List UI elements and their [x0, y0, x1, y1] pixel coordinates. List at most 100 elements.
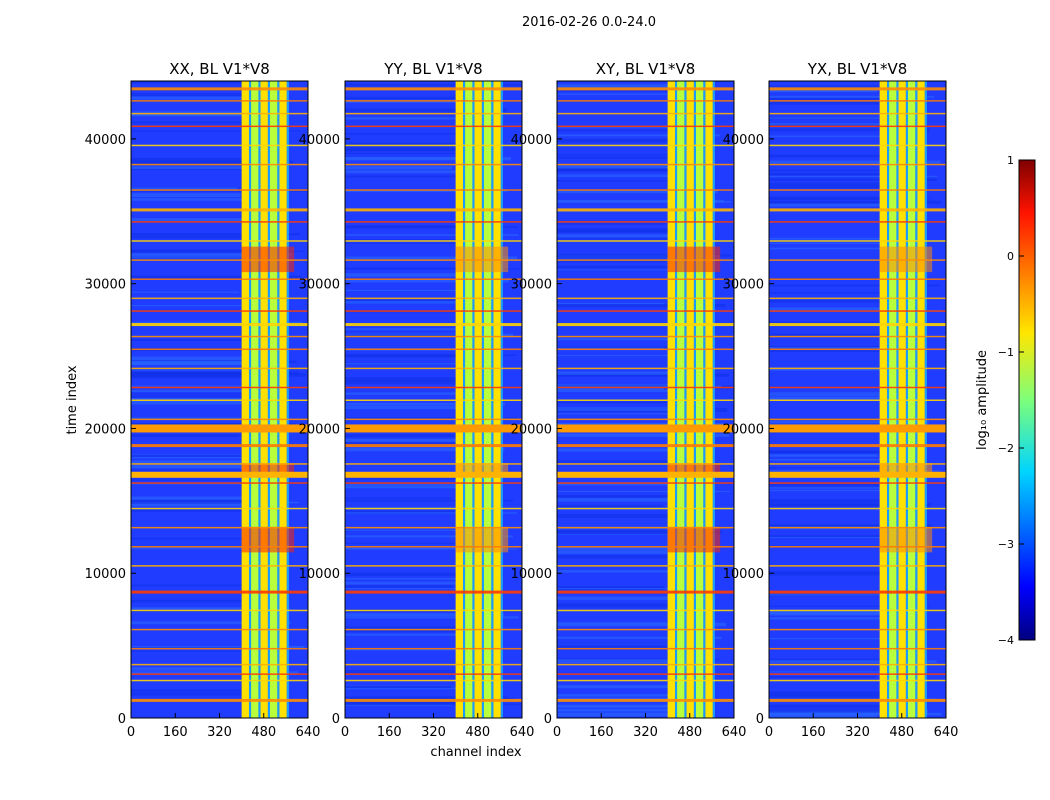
noise-streak — [557, 265, 708, 269]
noise-streak — [557, 705, 696, 708]
y-axis-label: time index — [65, 365, 80, 434]
rfi-line — [557, 240, 734, 242]
noise-streak — [557, 433, 730, 437]
noise-streak — [557, 659, 678, 664]
noise-streak — [345, 273, 479, 277]
noise-streak — [769, 467, 922, 469]
noise-streak — [131, 193, 241, 198]
noise-streak — [131, 509, 249, 512]
noise-streak — [131, 599, 281, 603]
noise-streak — [131, 469, 265, 471]
noise-streak — [557, 189, 718, 194]
rfi-line — [557, 297, 734, 300]
rfi-line — [557, 590, 734, 594]
rfi-line — [557, 87, 734, 91]
noise-streak — [345, 613, 505, 617]
y-tick-label: 0 — [756, 712, 764, 727]
rfi-line — [557, 399, 734, 401]
noise-streak — [345, 434, 488, 438]
y-tick-label: 30000 — [299, 278, 340, 293]
noise-streak — [345, 225, 519, 228]
noise-streak — [557, 199, 724, 203]
rfi-line — [769, 418, 946, 421]
noise-streak — [131, 250, 305, 252]
noise-streak — [769, 605, 931, 607]
noise-streak — [131, 537, 283, 540]
rfi-line — [345, 125, 522, 128]
y-tick-label: 40000 — [299, 133, 340, 148]
noise-streak — [345, 279, 510, 283]
rfi-line — [557, 100, 734, 102]
rfi-line — [345, 297, 522, 300]
noise-streak — [769, 172, 891, 176]
rfi-line — [345, 507, 522, 510]
noise-streak — [345, 577, 501, 580]
rfi-band — [131, 424, 308, 433]
rfi-line — [131, 609, 308, 612]
y-tick-label: 30000 — [85, 278, 126, 293]
noise-streak — [769, 184, 888, 189]
noise-streak — [557, 422, 723, 425]
x-tick-label: 160 — [801, 725, 826, 740]
noise-streak — [345, 510, 473, 514]
noise-streak — [131, 621, 291, 625]
noise-streak — [345, 402, 505, 406]
noise-streak — [131, 275, 302, 279]
noise-streak — [345, 117, 470, 120]
rfi-line — [131, 112, 308, 115]
noise-streak — [345, 497, 452, 499]
noise-streak — [769, 486, 895, 489]
noise-streak — [345, 133, 462, 135]
noise-streak — [769, 489, 883, 492]
y-tick-label: 40000 — [511, 133, 552, 148]
noise-streak — [557, 685, 687, 689]
noise-streak — [769, 307, 913, 310]
noise-streak — [131, 689, 261, 692]
noise-streak — [345, 670, 480, 674]
rfi-band — [769, 471, 946, 478]
y-tick-label: 40000 — [85, 133, 126, 148]
noise-streak — [557, 407, 682, 411]
rfi-line — [557, 348, 734, 351]
noise-streak — [345, 697, 515, 700]
noise-streak — [345, 363, 491, 365]
noise-streak — [345, 588, 501, 590]
rfi-line — [131, 590, 308, 594]
rfi-line — [769, 240, 946, 242]
noise-streak — [557, 587, 716, 590]
rfi-line — [131, 698, 308, 702]
noise-streak — [345, 152, 475, 155]
noise-streak — [557, 254, 676, 259]
rfi-line — [131, 628, 308, 631]
noise-streak — [557, 338, 702, 341]
rfi-line — [131, 673, 308, 675]
noise-streak — [131, 693, 281, 696]
noise-streak — [131, 218, 266, 222]
rfi-line — [769, 526, 946, 529]
noise-streak — [345, 354, 517, 357]
noise-streak — [769, 610, 887, 614]
rfi-line — [557, 367, 734, 370]
noise-streak — [557, 388, 664, 390]
rfi-line — [345, 609, 522, 612]
noise-streak — [345, 581, 471, 585]
rfi-line — [345, 310, 522, 312]
x-tick-label: 480 — [677, 725, 702, 740]
noise-streak — [345, 548, 518, 550]
noise-streak — [769, 292, 889, 294]
noise-streak — [345, 108, 507, 113]
noise-streak — [345, 626, 487, 630]
noise-streak — [769, 499, 912, 503]
figure-suptitle: 2016-02-26 0.0-24.0 — [522, 15, 656, 30]
noise-streak — [345, 142, 467, 146]
heatmap-panel: XY, BL V1*V8 0 160 320 480 640 0 10000 20000 3000… — [511, 60, 747, 740]
noise-streak — [131, 650, 278, 652]
rfi-line — [131, 221, 308, 223]
x-tick-label: 480 — [465, 725, 490, 740]
noise-streak — [345, 703, 521, 706]
noise-streak — [131, 389, 255, 393]
x-tick-label: 320 — [633, 725, 658, 740]
noise-streak — [769, 247, 895, 250]
x-tick-label: 640 — [934, 725, 959, 740]
colorbar-tick-label: 1 — [1007, 154, 1014, 167]
